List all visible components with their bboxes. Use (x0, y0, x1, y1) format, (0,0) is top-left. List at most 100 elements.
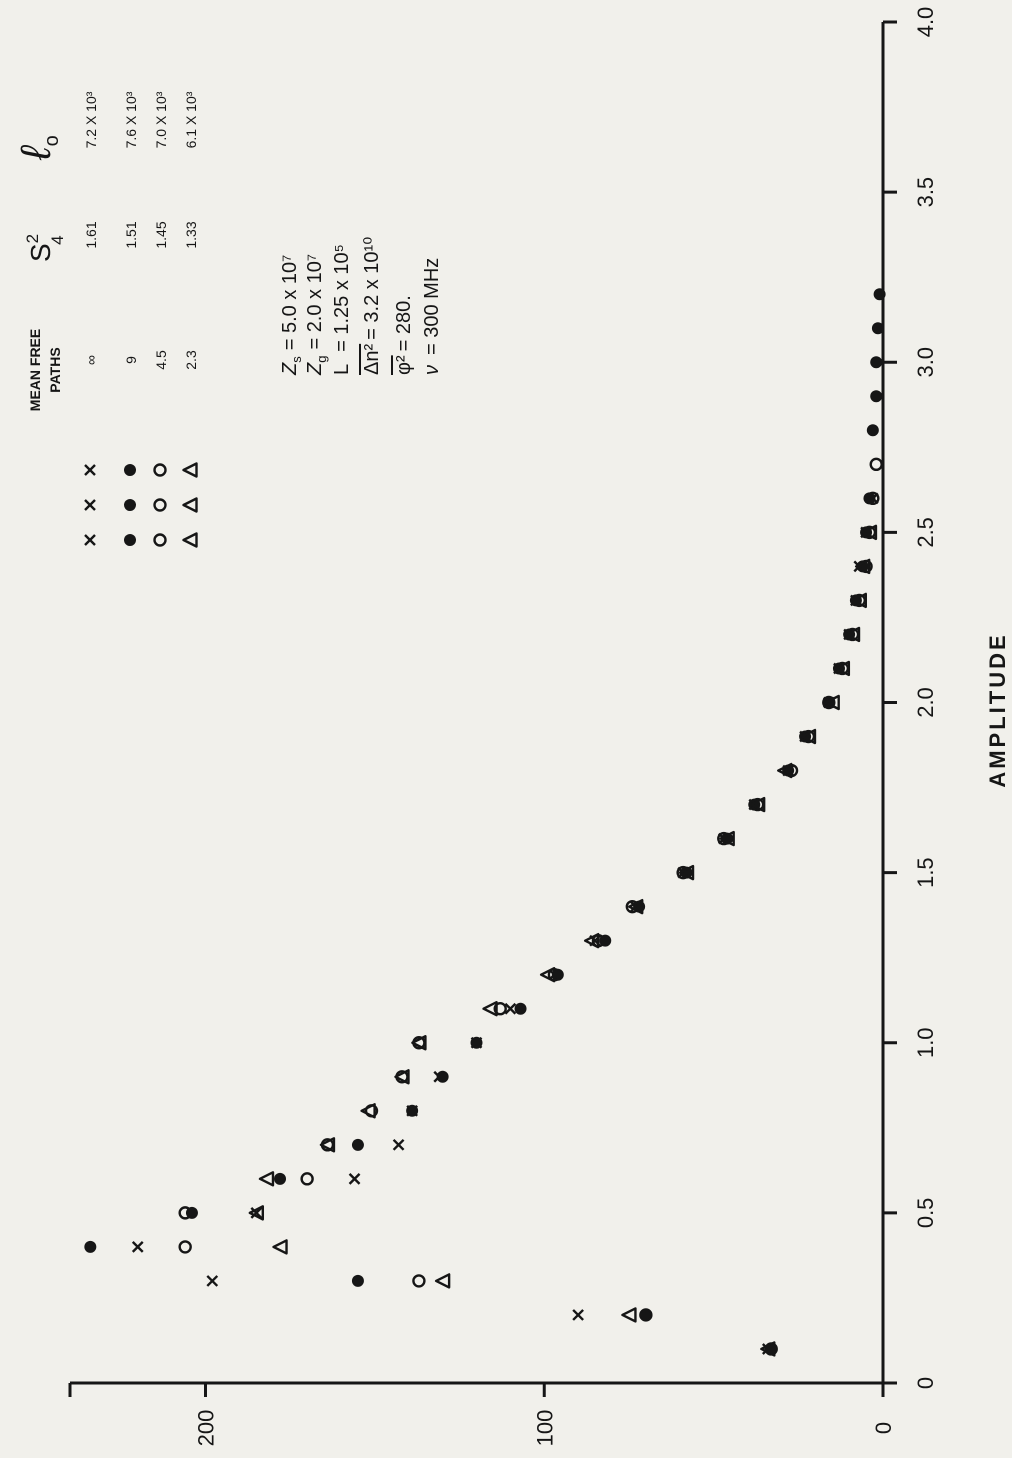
legend-s4: 1.51 (123, 221, 139, 248)
legend-mean-free-path: ∞ (83, 355, 99, 365)
legend-header-line1: MEAN FREE (27, 329, 43, 411)
data-point (436, 1070, 449, 1083)
data-point (470, 1036, 483, 1049)
data-point (392, 1138, 405, 1151)
legend-s4: 1.33 (183, 221, 199, 248)
data-point (800, 728, 817, 745)
data-point (131, 1241, 144, 1253)
data-point (863, 492, 876, 505)
param-zg: Zg= 2.0 x 10⁷ (304, 254, 329, 376)
legend-l0: 6.1 X 10³ (183, 91, 199, 148)
data-point (272, 1239, 288, 1255)
data-point (822, 695, 836, 710)
x-tick-label: 2.0 (913, 687, 938, 718)
data-point (678, 864, 695, 881)
legend-marker (182, 497, 198, 513)
data-point (844, 626, 861, 643)
data-point (351, 1138, 364, 1151)
y-tick-label: 100 (532, 1410, 557, 1447)
data-point (178, 1206, 192, 1220)
data-point (411, 1035, 427, 1051)
data-point (854, 558, 871, 575)
data-point (482, 1001, 498, 1017)
data-point (360, 1103, 376, 1119)
data-point (625, 899, 640, 914)
data-point (504, 1002, 517, 1015)
data-point (572, 1309, 584, 1321)
legend-l0: 7.6 X 10³ (123, 91, 139, 148)
param-zs: Zs= 5.0 x 10⁷ (279, 255, 304, 376)
data-point (866, 491, 880, 506)
data-point (351, 1274, 364, 1287)
legend-marker (153, 533, 167, 547)
x-tick-label: 2.5 (913, 517, 938, 548)
legend-marker (153, 498, 167, 512)
data-point (851, 592, 867, 609)
param-dn: Δn²= 3.2 x 10¹⁰ (361, 237, 383, 375)
legend-marker (124, 534, 136, 546)
data-point (749, 796, 766, 813)
data-point (206, 1275, 219, 1287)
y-tick-label: 0 (871, 1422, 896, 1434)
data-points (84, 288, 886, 1357)
data-point (84, 1240, 97, 1253)
data-point (777, 762, 793, 779)
legend-marker (153, 463, 167, 477)
data-point (394, 1069, 410, 1085)
legend-s4: 1.61 (83, 221, 99, 248)
data-point (873, 288, 886, 301)
series-x (131, 492, 879, 1355)
x-tick-label: 3.0 (913, 347, 938, 378)
data-point (621, 1307, 637, 1323)
data-point (870, 390, 883, 403)
data-point (866, 424, 879, 437)
data-point (248, 1205, 265, 1221)
series-open-circle (178, 457, 883, 1356)
data-point (539, 967, 556, 983)
legend-marker (124, 499, 136, 511)
x-tick-label: 0 (913, 1377, 938, 1389)
series-filled-circle (84, 288, 886, 1355)
parameters: Zs= 5.0 x 10⁷ Zg= 2.0 x 10⁷ L= 1.25 x 10… (279, 237, 443, 376)
data-point (258, 1171, 275, 1187)
data-point (871, 322, 884, 335)
param-nu: ν= 300 MHz (421, 258, 443, 375)
legend-marker (84, 534, 96, 546)
legend-rows: ∞ 1.61 7.2 X 10³ 9 1.51 7.6 X 10³ 4.5 1.45 7.0 X… (83, 91, 199, 548)
x-tick-label: 0.5 (913, 1198, 938, 1229)
data-point (178, 1240, 192, 1254)
param-L: L= 1.25 x 10⁵ (331, 244, 353, 375)
legend-marker (124, 464, 136, 476)
data-point (717, 831, 731, 846)
y-tick-label: 200 (194, 1410, 219, 1447)
x-tick-label: 3.5 (913, 177, 938, 208)
data-point (870, 356, 883, 369)
data-point (869, 457, 883, 472)
x-tick-label: 4.0 (913, 7, 938, 38)
data-point (719, 830, 735, 847)
data-point (639, 1308, 653, 1322)
data-point (319, 1137, 336, 1153)
data-point (760, 1341, 776, 1357)
legend-mean-free-path: 9 (123, 356, 139, 364)
legend-marker (84, 464, 96, 476)
legend-mean-free-path: 4.5 (153, 350, 169, 370)
data-point (250, 1207, 263, 1219)
legend-marker (182, 462, 198, 478)
x-tick-label: 1.0 (913, 1027, 938, 1058)
data-point (514, 1002, 527, 1015)
data-point (406, 1104, 419, 1117)
param-phi: φ²= 280. (393, 295, 415, 375)
data-point (824, 694, 840, 711)
legend-header-line2: PATHS (47, 347, 63, 392)
data-point (583, 932, 600, 949)
legend-mean-free-path: 2.3 (183, 350, 199, 370)
data-point (348, 1173, 361, 1185)
data-point (434, 1273, 451, 1289)
data-point (676, 865, 690, 880)
l0-header: ℓo (12, 135, 63, 161)
data-point (628, 898, 644, 915)
s4-header: S2 4 (23, 234, 67, 262)
data-point (274, 1172, 287, 1185)
